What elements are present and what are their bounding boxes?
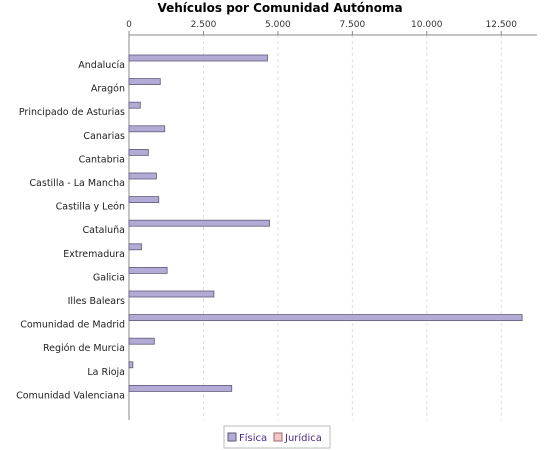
bar-fisica — [128, 78, 161, 85]
category-label: Andalucía — [78, 60, 125, 71]
category-label: La Rioja — [87, 367, 125, 378]
x-tick-label: 12.500 — [486, 20, 518, 30]
category-label: Principado de Asturias — [19, 107, 125, 118]
category-label: Illes Balears — [68, 296, 125, 307]
x-tick-label: 5.000 — [265, 20, 291, 30]
bar-fisica — [128, 314, 523, 322]
bar-fisica — [128, 361, 134, 369]
category-label: Comunidad de Madrid — [20, 320, 125, 331]
x-tick-label: 0 — [126, 20, 132, 30]
category-label: Extremadura — [63, 249, 125, 260]
bar-fisica — [128, 384, 233, 392]
legend-swatch-juridica — [273, 432, 283, 442]
bar-fisica — [128, 125, 166, 133]
legend-swatch-fisica — [227, 432, 237, 442]
bar-fisica — [128, 54, 268, 62]
bar-fisica — [128, 101, 141, 109]
bar-fisica — [128, 219, 270, 227]
category-label: Cantabria — [79, 154, 125, 165]
category-label: Aragón — [91, 84, 125, 95]
legend: Física Jurídica — [223, 425, 331, 449]
category-label: Cataluña — [82, 225, 125, 236]
x-tick-label: 10.000 — [411, 20, 443, 30]
axes: 0 2.500 5.000 7.500 10.000 12.500 — [126, 20, 537, 420]
legend-label-fisica: Física — [239, 432, 267, 444]
bar-fisica — [128, 243, 142, 251]
category-label: Canarias — [83, 131, 125, 142]
bar-fisica — [128, 172, 157, 180]
bar-fisica — [128, 337, 155, 345]
category-label: Comunidad Valenciana — [16, 390, 125, 401]
x-tick-label: 7.500 — [339, 20, 365, 30]
grid — [202, 35, 502, 420]
category-label: Región de Murcia — [43, 343, 125, 354]
bars — [128, 54, 523, 392]
bar-fisica — [128, 290, 215, 298]
bar-fisica — [128, 266, 168, 274]
legend-label-juridica: Jurídica — [284, 432, 322, 444]
bar-fisica — [128, 148, 149, 156]
chart-title: Vehículos por Comunidad Autónoma — [157, 1, 402, 15]
x-tick-label: 2.500 — [191, 20, 217, 30]
category-label: Castilla - La Mancha — [29, 178, 125, 189]
category-label: Galicia — [93, 272, 125, 283]
category-labels: Andalucía Aragón Principado de Asturias Can… — [16, 60, 125, 401]
bar-fisica — [128, 196, 160, 204]
category-label: Castilla y León — [56, 202, 125, 213]
